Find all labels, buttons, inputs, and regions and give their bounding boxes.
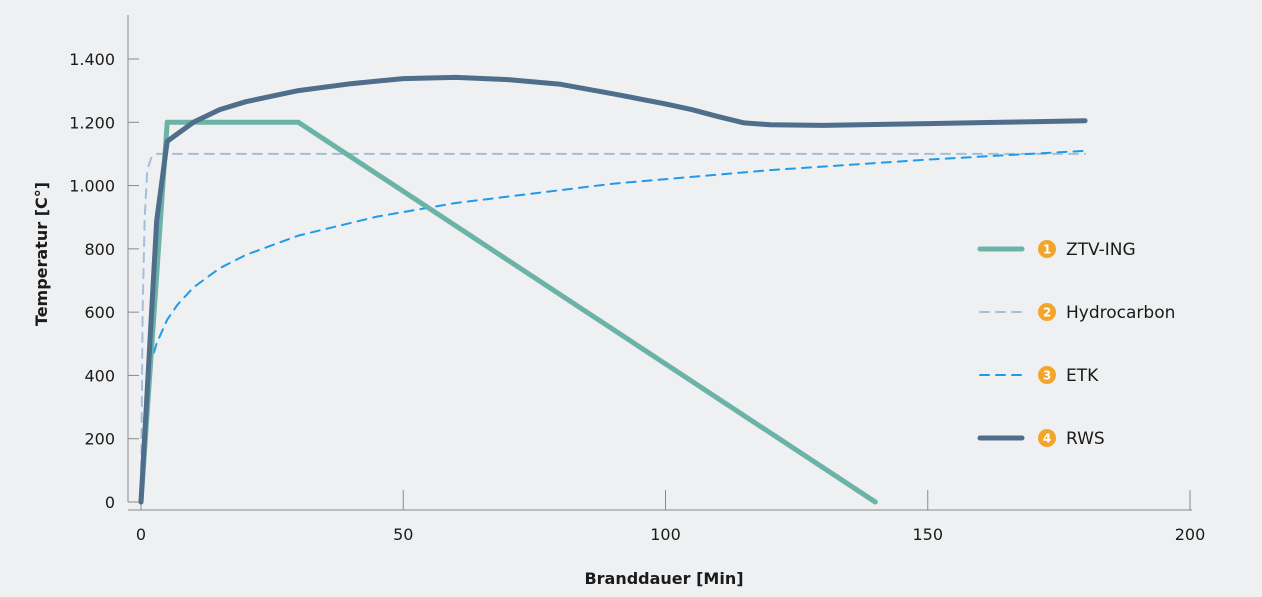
legend-label: Hydrocarbon: [1066, 303, 1175, 323]
x-tick-label: 100: [650, 525, 681, 544]
legend-label: ETK: [1066, 366, 1099, 386]
ticks: 0 200 400 600 800 1.000 1.200 1.400 0 50 100 150 200: [69, 50, 1205, 544]
legend-label: ZTV-ING: [1066, 240, 1136, 260]
y-tick-label: 1.400: [69, 50, 115, 69]
x-axis-title: Branddauer [Min]: [584, 569, 743, 588]
y-axis-title: Temperatur [C°]: [32, 182, 51, 326]
series-line-hydrocarbon: [140, 152, 1087, 503]
series-line-etk: [140, 149, 1087, 497]
y-tick-label: 400: [84, 366, 115, 385]
series-line-ztv-ing: [138, 119, 878, 505]
y-tick-label: 1.000: [69, 177, 115, 196]
legend-number-badge: [1038, 240, 1056, 258]
y-tick-label: 200: [84, 430, 115, 449]
y-tick-label: 0: [105, 493, 115, 512]
legend-item-hydrocarbon: 2 Hydrocarbon: [979, 303, 1175, 323]
legend-item-etk: 3 ETK: [979, 366, 1099, 386]
legend-number-badge: [1038, 366, 1056, 384]
legend-badge-number: 4: [1043, 432, 1051, 446]
legend-item-ztv-ing: 1 ZTV-ING: [977, 240, 1136, 260]
legend-number-badge: [1038, 303, 1056, 321]
legend-badge-number: 1: [1043, 243, 1051, 257]
legend-number-badge: [1038, 429, 1056, 447]
legend-badge-number: 2: [1043, 306, 1051, 320]
y-tick-label: 1.200: [69, 113, 115, 132]
legend-badge-number: 3: [1043, 369, 1051, 383]
y-tick-label: 600: [84, 303, 115, 322]
x-tick-label: 150: [912, 525, 943, 544]
axes: [127, 15, 1192, 511]
series-layer: [138, 74, 1088, 505]
series-line-rws: [138, 74, 1088, 505]
x-tick-label: 0: [136, 525, 146, 544]
x-tick-label: 50: [393, 525, 413, 544]
legend-label: RWS: [1066, 429, 1105, 449]
legend-item-rws: 4 RWS: [977, 429, 1105, 449]
y-tick-label: 800: [84, 240, 115, 259]
legend: 1 ZTV-ING 2 Hydrocarbon 3 ETK 4 RWS: [977, 240, 1175, 449]
x-tick-label: 200: [1175, 525, 1206, 544]
